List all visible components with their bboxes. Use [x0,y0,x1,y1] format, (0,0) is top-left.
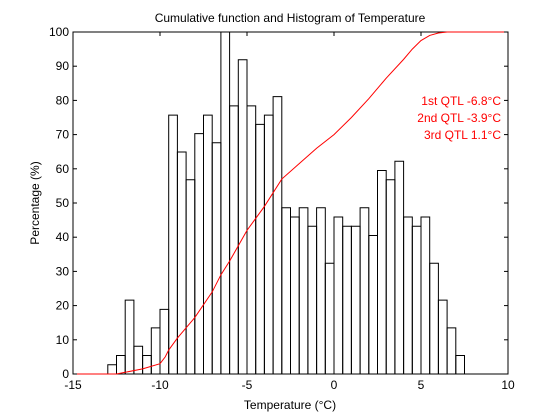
annotation-q3: 3rd QTL 1.1°C [424,128,501,142]
y-tick-label: 90 [56,59,70,73]
y-axis-label: Percentage (%) [28,161,42,244]
x-ticks: -15 -10 -5 0 5 10 [64,32,515,392]
cumulative-line [73,31,508,375]
chart-title: Cumulative function and Histogram of Tem… [155,11,426,25]
y-tick-label: 80 [56,93,70,107]
y-tick-label: 70 [56,128,70,142]
annotation-q2: 2nd QTL -3.9°C [417,111,501,125]
y-tick-label: 40 [56,230,70,244]
y-tick-label: 0 [62,367,69,381]
annotation-q1: 1st QTL -6.8°C [421,94,501,108]
histogram-bar [124,299,135,374]
x-tick-label: -10 [151,378,169,392]
y-tick-label: 100 [49,25,69,39]
histogram-bar [455,355,465,374]
y-tick-label: 30 [56,264,70,278]
x-tick-label: -5 [242,378,253,392]
cumulative-layer [73,31,508,375]
x-tick-label: 0 [331,378,338,392]
y-tick-label: 10 [56,333,70,347]
y-ticks: 0 10 20 30 40 50 60 70 80 90 100 [49,25,508,381]
x-axis-label: Temperature (°C) [244,398,336,412]
histogram-layer [107,31,465,374]
y-tick-label: 50 [56,196,70,210]
x-tick-label: 10 [501,378,515,392]
x-tick-label: 5 [418,378,425,392]
histogram-bar [446,327,457,374]
y-tick-label: 20 [56,299,70,313]
x-tick-label: -15 [64,378,82,392]
y-tick-label: 60 [56,162,70,176]
